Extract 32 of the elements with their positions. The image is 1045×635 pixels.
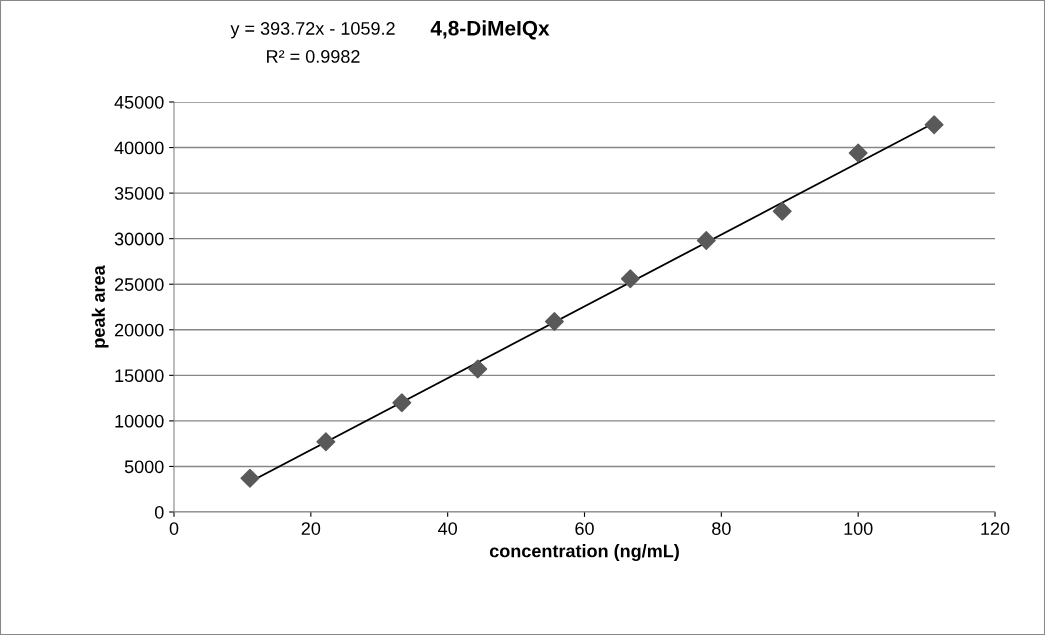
x-tick-label: 60 <box>575 522 594 535</box>
text: y = 393.72x - 1059.2 <box>230 22 395 39</box>
x-tick-label: 100 <box>844 522 873 535</box>
y-tick-label: 0 <box>154 505 164 519</box>
point <box>392 393 412 413</box>
y-tick-label: 25000 <box>114 278 164 291</box>
y-axis-title: peak area <box>91 265 109 348</box>
y-tick-label: 15000 <box>115 369 164 383</box>
point <box>924 115 944 135</box>
y-tick-label: 40000 <box>114 141 164 155</box>
point <box>696 231 716 250</box>
y-tick-label: 30000 <box>114 232 164 246</box>
point <box>240 468 260 488</box>
x-tick-label: 80 <box>712 522 731 535</box>
point <box>316 432 336 452</box>
x-tick-label: 120 <box>981 522 1010 535</box>
x-tick-label: 20 <box>301 522 321 535</box>
y-tick-label: 45000 <box>114 95 164 109</box>
point <box>772 201 792 221</box>
y-tick-label: 35000 <box>114 187 164 200</box>
text: R² = 0.9982 <box>267 50 360 63</box>
y-tick-label: 10000 <box>115 414 164 428</box>
point <box>468 359 488 379</box>
x-tick-label: 40 <box>438 522 457 535</box>
y-tick-label: 5000 <box>124 460 164 474</box>
chart-title: 4,8-DiMeIQx <box>430 20 550 40</box>
point <box>544 312 564 332</box>
x-tick-label: 0 <box>169 522 179 535</box>
point <box>848 143 868 163</box>
x-axis-title: concentration (ng/mL) <box>489 544 679 562</box>
point <box>620 269 640 289</box>
y-tick-label: 20000 <box>114 323 164 337</box>
